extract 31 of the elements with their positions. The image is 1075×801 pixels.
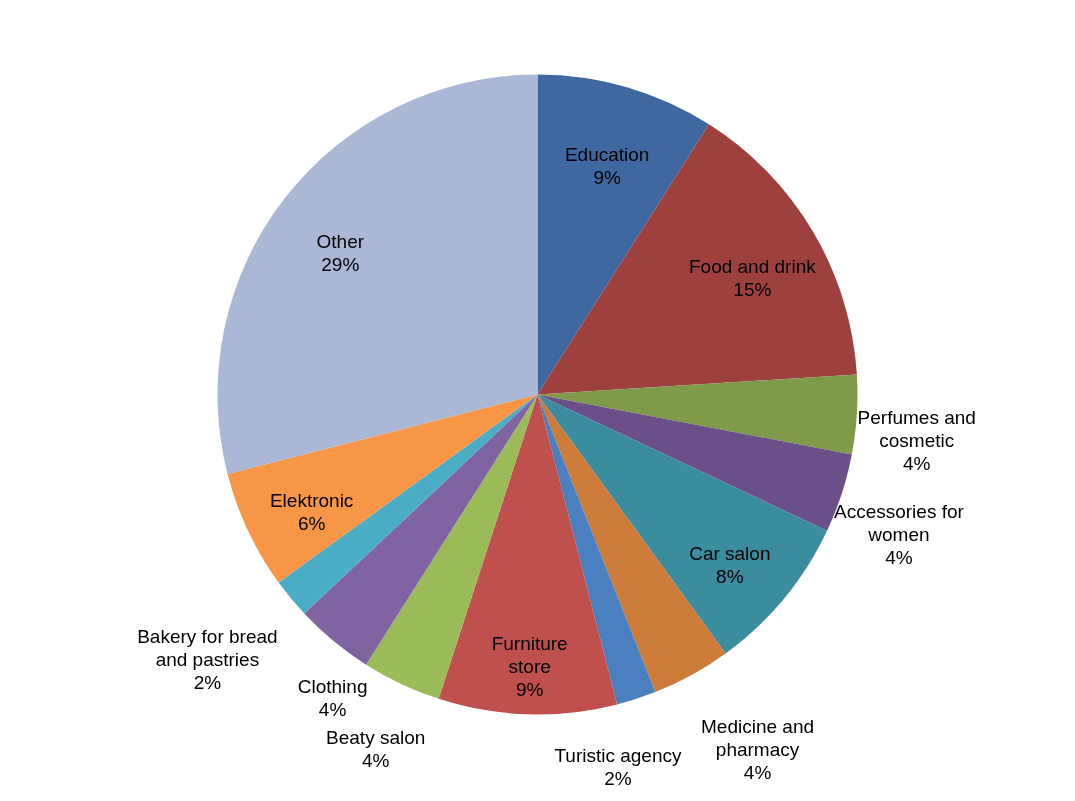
data-label: 4%: [885, 546, 913, 568]
data-label: 8%: [716, 565, 744, 587]
slice-label: Medicine and pharmacy: [701, 716, 815, 761]
slice-label: Clothing: [297, 676, 368, 698]
slice-label: Food and drink: [688, 256, 817, 278]
slice-label: Accessories for women: [833, 500, 965, 545]
pie-slice: [537, 374, 858, 455]
slice-label: Turistic agency: [554, 744, 682, 766]
slice-label: Other: [316, 230, 365, 252]
data-label: 4%: [318, 699, 347, 721]
slice-label: Car salon: [689, 542, 771, 564]
data-label: 9%: [515, 678, 544, 700]
slice-label: Bakery for bread and pastries: [137, 625, 278, 670]
data-label: 29%: [321, 253, 360, 275]
data-label: 4%: [743, 762, 772, 784]
pie-slice: [537, 124, 857, 395]
data-label: 4%: [361, 750, 390, 772]
slice-label: Education: [564, 143, 650, 165]
slice-label: Furniture store: [491, 632, 568, 677]
data-label: 9%: [593, 166, 621, 188]
data-label: 15%: [733, 279, 772, 301]
data-label: 4%: [903, 453, 931, 475]
pie-slice: [217, 74, 538, 475]
pie-slice: [227, 394, 538, 583]
slice-label: Perfumes and cosmetic: [857, 407, 976, 452]
pie-slice: [438, 394, 618, 715]
data-label: 2%: [193, 671, 222, 693]
data-label: 6%: [297, 512, 326, 534]
slice-label: Elektronic: [269, 489, 354, 511]
data-label: 2%: [604, 767, 632, 789]
slice-label: Beaty salon: [326, 727, 426, 749]
